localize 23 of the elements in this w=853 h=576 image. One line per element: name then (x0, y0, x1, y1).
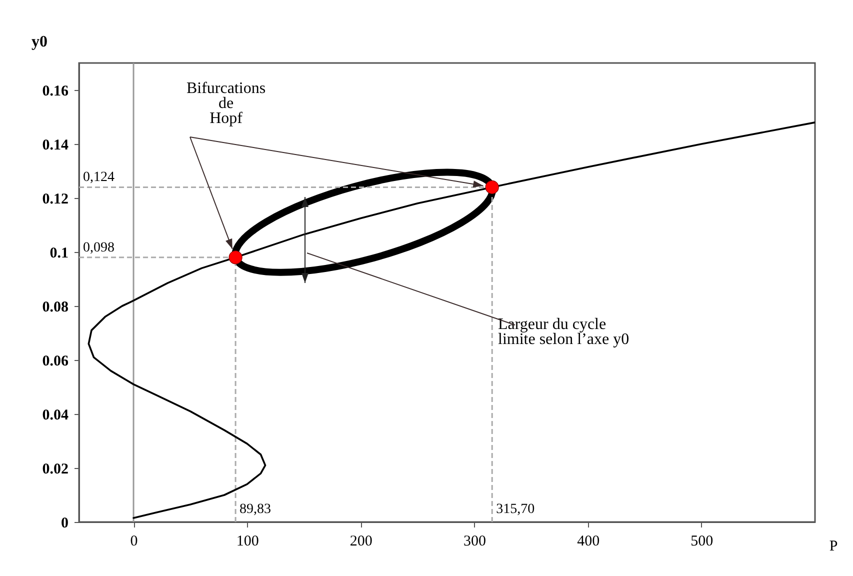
x-tick-label: 400 (577, 534, 600, 550)
annotation: Bifurcations de Hopf (186, 80, 266, 127)
y-tick-label: 0.14 (42, 138, 69, 154)
x-tick-label: 500 (690, 534, 714, 550)
y-axis-title: y0 (32, 34, 48, 50)
annotation: Largeur du cycle limite selon l’axe y0 (498, 316, 630, 348)
ref-line-label: 315,70 (496, 502, 535, 517)
y-tick-label: 0.16 (42, 84, 69, 100)
y-tick-label: 0.12 (42, 192, 68, 208)
y-tick-label: 0.06 (42, 354, 69, 370)
y-tick-label: 0 (61, 516, 68, 532)
x-tick-label: 100 (236, 534, 259, 550)
y-tick-label: 0.02 (42, 462, 68, 478)
y-tick-label: 0.04 (42, 408, 69, 424)
y-tick-label: 0.08 (42, 300, 68, 316)
x-tick-label: 300 (464, 534, 486, 550)
ref-line-label: 89,83 (240, 502, 272, 517)
x-axis-title: P (829, 538, 838, 554)
ref-line-label: 0,098 (83, 240, 114, 256)
y-tick-label: 0.1 (50, 246, 68, 262)
x-tick-label: 200 (350, 534, 372, 550)
x-tick-label: 0 (130, 534, 138, 550)
ref-line-label: 0,124 (83, 170, 114, 186)
